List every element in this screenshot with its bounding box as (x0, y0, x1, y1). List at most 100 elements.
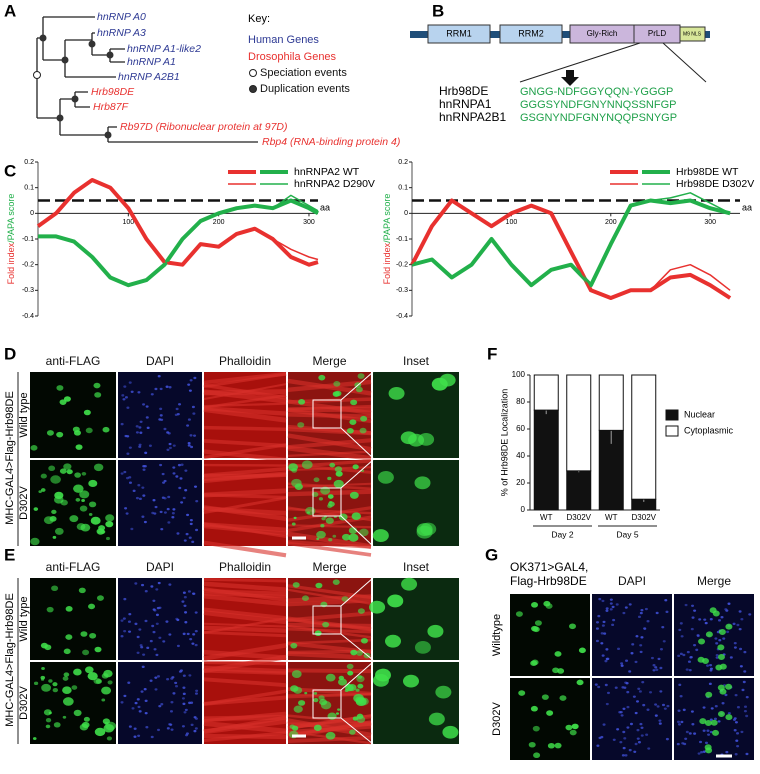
cell (691, 710, 694, 712)
sequence: GGGSYNDFGNYNNQSSNFGP (520, 99, 676, 111)
cell (685, 604, 688, 606)
cell (725, 751, 728, 753)
x-tick-label: D302V (567, 513, 592, 522)
cell (151, 512, 154, 514)
cell (645, 608, 648, 610)
cell (64, 649, 71, 655)
cell (44, 644, 51, 650)
cell (298, 700, 305, 706)
cell (565, 725, 572, 731)
cell (167, 508, 170, 510)
cell (169, 447, 172, 449)
cell (626, 682, 629, 684)
x-tick-label: WT (605, 513, 618, 522)
cell (137, 391, 140, 393)
cell (47, 430, 54, 436)
cell (195, 690, 198, 692)
cell (600, 736, 603, 738)
cell (744, 710, 747, 712)
cell (41, 667, 45, 670)
cell (184, 539, 187, 541)
cell (137, 636, 140, 638)
cell (152, 600, 155, 602)
cell (139, 710, 142, 712)
bar-segment (599, 375, 623, 430)
cell (647, 747, 650, 749)
cell (638, 616, 641, 618)
cell (167, 521, 170, 523)
cell (546, 603, 553, 609)
cell (326, 674, 336, 682)
cell (709, 669, 712, 671)
domain-label: Gly-Rich (587, 29, 618, 38)
cell (693, 732, 696, 734)
cell (183, 633, 186, 635)
cell (123, 471, 126, 473)
cell (742, 689, 745, 691)
cell (54, 496, 64, 504)
cell (735, 753, 738, 755)
cell (184, 711, 187, 713)
y-axis-label-part: /PAPA score (382, 194, 392, 243)
cell (640, 651, 643, 653)
cell (427, 625, 443, 638)
cell (76, 498, 81, 502)
cell (142, 653, 145, 655)
y-tick-label: 0 (30, 210, 34, 217)
micrograph (373, 662, 459, 744)
y-tick-label: 0.1 (398, 185, 408, 192)
cell (706, 664, 709, 666)
x-axis-label: aa (320, 203, 330, 213)
genotype-label: MHC-GAL4>Flag-Hrb98DE (4, 391, 16, 525)
cell (622, 754, 625, 756)
cell (635, 661, 638, 663)
cell (352, 512, 361, 520)
cell (715, 642, 718, 644)
cell (718, 654, 725, 660)
cell (184, 596, 187, 598)
column-header: DAPI (146, 560, 174, 574)
cell (548, 743, 555, 749)
cell (603, 621, 606, 623)
cell (51, 585, 58, 591)
cell (123, 385, 126, 387)
cell (623, 747, 626, 749)
cell (138, 426, 141, 428)
cell (74, 710, 82, 716)
cell (605, 610, 608, 612)
cell (160, 528, 163, 530)
cell (56, 432, 63, 438)
cell (302, 595, 309, 601)
cell (533, 726, 540, 732)
cell (184, 621, 187, 623)
cell (339, 513, 348, 520)
panel-label: D (4, 344, 16, 363)
cell (158, 637, 161, 639)
cell (88, 604, 95, 610)
cell (155, 588, 158, 590)
cell (636, 729, 639, 731)
cell (725, 609, 728, 611)
cell (103, 427, 110, 433)
cell (356, 716, 365, 723)
cell (192, 633, 195, 635)
cell (181, 464, 184, 466)
panel-label: E (4, 545, 15, 564)
cell (727, 603, 730, 605)
cell (103, 670, 112, 677)
cell (666, 705, 669, 707)
cell (190, 702, 193, 704)
cell (378, 471, 394, 484)
cell (625, 606, 628, 608)
micrograph (674, 594, 754, 676)
cell (162, 496, 165, 498)
cell (625, 660, 628, 662)
cell (141, 516, 144, 518)
cell (166, 449, 169, 451)
cell (63, 676, 69, 681)
cell (610, 598, 613, 600)
cell (183, 675, 186, 677)
cell (360, 428, 367, 434)
cell (187, 633, 190, 635)
cell (746, 696, 749, 698)
